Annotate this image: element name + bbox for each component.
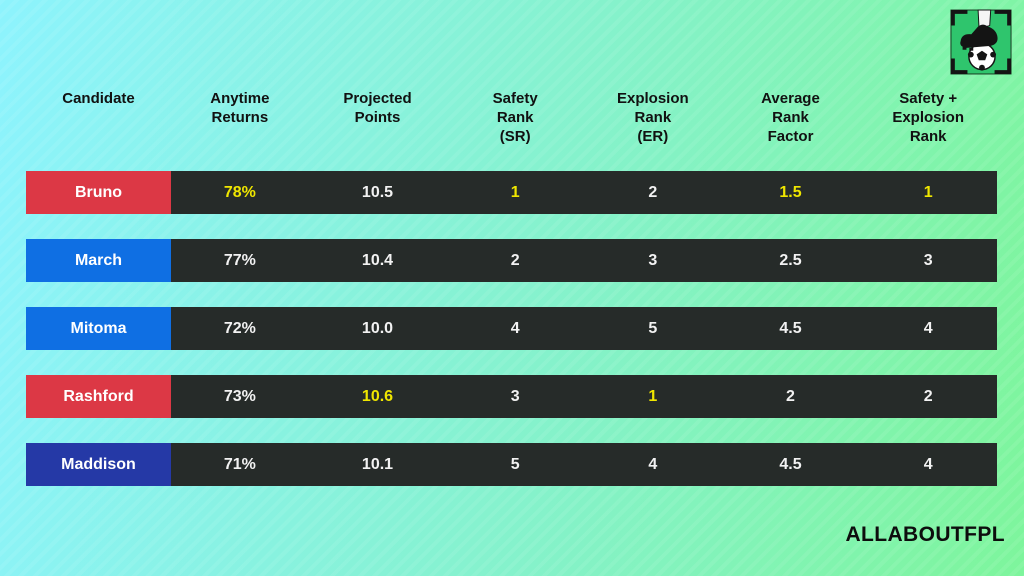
candidate-cell: Maddison (26, 443, 171, 487)
cell-anytime-returns: 72% (223, 319, 256, 337)
cell-safety-rank: 2 (510, 251, 520, 269)
column-header-average-rank-factor: Average Rank Factor (761, 90, 820, 145)
table-header-row: Candidate Anytime Returns Projected Poin… (26, 90, 997, 146)
cell-projected-points: 10.6 (361, 387, 394, 405)
cell-safety-rank: 4 (510, 319, 520, 337)
row-values: 71% 10.1 5 4 4.5 4 (171, 443, 997, 487)
table-row: Rashford 73% 10.6 3 1 2 2 (26, 375, 997, 419)
cell-explosion-rank: 1 (648, 387, 658, 405)
row-values: 78% 10.5 1 2 1.5 1 (171, 171, 997, 215)
candidate-cell: March (26, 239, 171, 283)
row-values: 73% 10.6 3 1 2 2 (171, 375, 997, 419)
cell-safety-explosion-rank: 4 (923, 319, 933, 337)
cell-average-rank-factor: 4.5 (779, 455, 802, 473)
candidate-name: Maddison (61, 455, 136, 473)
candidate-name: Bruno (74, 183, 123, 201)
candidate-name: Rashford (63, 387, 134, 405)
cell-explosion-rank: 5 (648, 319, 658, 337)
column-header-anytime-returns: Anytime Returns (210, 90, 270, 126)
candidate-cell: Bruno (26, 171, 171, 215)
cell-safety-rank: 3 (510, 387, 520, 405)
cell-anytime-returns: 73% (223, 387, 256, 405)
candidate-cell: Rashford (26, 375, 171, 419)
cell-anytime-returns: 78% (223, 183, 256, 201)
column-header-safety-rank: Safety Rank (SR) (492, 90, 538, 145)
cell-safety-explosion-rank: 2 (923, 387, 933, 405)
cell-safety-explosion-rank: 4 (923, 455, 933, 473)
column-header-candidate: Candidate (62, 90, 135, 107)
cell-average-rank-factor: 2.5 (779, 251, 802, 269)
cell-average-rank-factor: 4.5 (779, 319, 802, 337)
cell-safety-rank: 1 (510, 183, 520, 201)
comparison-table: Candidate Anytime Returns Projected Poin… (26, 90, 997, 511)
row-values: 72% 10.0 4 5 4.5 4 (171, 307, 997, 351)
cell-safety-explosion-rank: 3 (923, 251, 933, 269)
candidate-name: Mitoma (70, 319, 127, 337)
column-header-projected-points: Projected Points (343, 90, 412, 126)
cell-anytime-returns: 77% (223, 251, 256, 269)
column-header-safety-explosion-rank: Safety + Explosion Rank (892, 90, 964, 145)
table-row: Maddison 71% 10.1 5 4 4.5 4 (26, 443, 997, 487)
cell-safety-rank: 5 (510, 455, 520, 473)
brand-watermark: ALLABOUTFPL (845, 523, 1005, 546)
candidate-cell: Mitoma (26, 307, 171, 351)
column-headers-group: Anytime Returns Projected Points Safety … (171, 90, 997, 146)
row-values: 77% 10.4 2 3 2.5 3 (171, 239, 997, 283)
cell-projected-points: 10.1 (361, 455, 394, 473)
cell-average-rank-factor: 2 (786, 387, 795, 405)
cell-projected-points: 10.4 (361, 251, 394, 269)
candidate-name: March (74, 251, 123, 269)
table-row: Mitoma 72% 10.0 4 5 4.5 4 (26, 307, 997, 351)
table-row: March 77% 10.4 2 3 2.5 3 (26, 239, 997, 283)
cell-projected-points: 10.0 (361, 319, 394, 337)
table-row: Bruno 78% 10.5 1 2 1.5 1 (26, 171, 997, 215)
cell-anytime-returns: 71% (223, 455, 256, 473)
cell-safety-explosion-rank: 1 (923, 183, 933, 201)
cell-explosion-rank: 3 (648, 251, 658, 269)
allaboutfpl-boot-ball-logo-icon (950, 8, 1012, 76)
cell-explosion-rank: 4 (648, 455, 658, 473)
cell-average-rank-factor: 1.5 (779, 183, 802, 201)
column-header-explosion-rank: Explosion Rank (ER) (616, 90, 689, 145)
cell-explosion-rank: 2 (648, 183, 658, 201)
cell-projected-points: 10.5 (361, 183, 394, 201)
